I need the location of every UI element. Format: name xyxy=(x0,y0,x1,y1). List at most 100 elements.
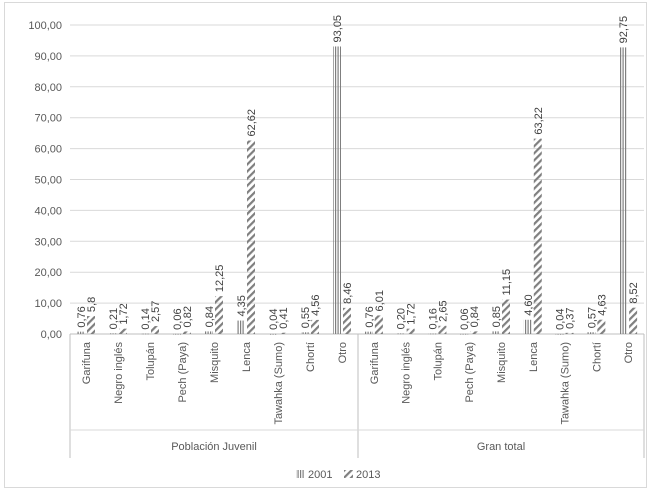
bars xyxy=(77,46,638,335)
data-label: 93,05 xyxy=(332,15,344,43)
bar-2001 xyxy=(555,333,564,335)
bar-2001 xyxy=(141,333,149,335)
x-tick-label: Chortí xyxy=(591,342,603,372)
bar-2013 xyxy=(406,328,415,334)
legend-label-2001: 2001 xyxy=(308,469,332,481)
legend-label-2013: 2013 xyxy=(356,469,380,481)
y-tick-label: 40,00 xyxy=(34,205,62,217)
y-tick-label: 80,00 xyxy=(34,82,62,94)
bar-2001 xyxy=(396,333,405,335)
data-label: 2,65 xyxy=(437,300,449,321)
y-tick-label: 30,00 xyxy=(34,236,62,248)
legend-swatch-2013 xyxy=(344,470,353,478)
data-label: 0,06 xyxy=(172,308,184,329)
data-label: 0,16 xyxy=(427,308,439,329)
data-label: 2,57 xyxy=(150,301,162,322)
x-tick-label: Garifuna xyxy=(369,341,381,384)
bar-2013 xyxy=(279,332,287,334)
data-label: 0,06 xyxy=(459,308,471,329)
bar-2013 xyxy=(533,138,542,334)
data-label: 0,84 xyxy=(469,306,481,327)
data-label: 4,60 xyxy=(523,294,535,315)
bar-2013 xyxy=(597,319,606,334)
data-label: 0,76 xyxy=(364,306,376,327)
bar-2013 xyxy=(629,307,638,334)
data-label: 0,37 xyxy=(565,307,577,328)
x-tick-label: Chortí xyxy=(305,342,317,372)
data-label: 4,63 xyxy=(596,294,608,315)
data-label: 0,21 xyxy=(108,308,120,329)
bar-2013 xyxy=(247,140,255,334)
group-label: Población Juvenil xyxy=(171,441,257,453)
data-label: 0,57 xyxy=(586,307,598,328)
x-tick-label: Pech (Paya) xyxy=(464,342,476,403)
data-label: 0,55 xyxy=(300,307,312,328)
y-tick-label: 0,00 xyxy=(41,329,62,341)
x-tick-label: Otro xyxy=(623,342,635,363)
x-tick-label: Tolupán xyxy=(432,342,444,381)
bar-2013 xyxy=(87,316,95,334)
x-tick-label: Garifuna xyxy=(81,341,93,384)
bar-2013 xyxy=(119,328,127,334)
bar-2013 xyxy=(502,299,510,334)
x-tick-label: Lenca xyxy=(528,341,540,372)
bar-2001 xyxy=(364,331,373,334)
bar-2013 xyxy=(438,325,447,334)
group-label: Gran total xyxy=(477,441,525,453)
data-labels: 0,765,80,211,72 0,142,57 0,060,82 0,8412,25… xyxy=(76,15,640,330)
y-tick-label: 60,00 xyxy=(34,144,62,156)
data-label: 0,14 xyxy=(140,308,152,329)
x-tick-label: Lenca xyxy=(241,341,253,372)
bar-2001 xyxy=(333,46,341,335)
bar-2013 xyxy=(215,296,223,334)
bar-2001 xyxy=(237,320,245,334)
data-label: 0,82 xyxy=(182,306,194,327)
data-label: 0,04 xyxy=(555,308,567,329)
bar-2001 xyxy=(587,332,596,334)
legend: 2001 2013 xyxy=(296,469,380,481)
data-label: 1,72 xyxy=(118,303,130,324)
data-label: 11,15 xyxy=(501,269,513,296)
data-label: 12,25 xyxy=(214,265,226,293)
bar-2013 xyxy=(311,319,319,334)
bar-2001 xyxy=(460,333,469,335)
data-label: 1,72 xyxy=(406,303,418,324)
bar-2013 xyxy=(565,332,574,334)
y-axis: 0,00 10,00 20,00 30,00 40,00 50,00 60,00 70,00 8… xyxy=(28,20,62,341)
data-label: 0,20 xyxy=(396,308,408,329)
x-tick-label: Pech (Paya) xyxy=(177,342,189,403)
data-label: 4,56 xyxy=(310,294,322,315)
bar-2001 xyxy=(301,332,309,334)
x-axis: Garifuna Negro inglés Tolupán Pech (Paya) Mi… xyxy=(69,334,645,458)
bar-2001 xyxy=(173,333,181,335)
y-tick-label: 50,00 xyxy=(34,175,62,187)
data-label: 0,84 xyxy=(204,306,216,327)
y-tick-label: 100,00 xyxy=(28,20,62,32)
x-tick-label: Otro xyxy=(337,342,349,363)
bar-2001 xyxy=(205,331,213,334)
bar-2013 xyxy=(374,315,383,334)
y-tick-label: 20,00 xyxy=(34,267,62,279)
bar-2013 xyxy=(151,326,159,334)
data-label: 0,85 xyxy=(491,306,503,327)
bar-2013 xyxy=(183,331,191,334)
x-tick-label: Negro inglés xyxy=(401,342,413,404)
bar-2001 xyxy=(269,333,277,335)
x-tick-label: Tawahka (Sumo) xyxy=(273,342,285,425)
data-label: 0,76 xyxy=(76,306,88,327)
data-label: 8,46 xyxy=(342,282,354,303)
x-tick-label: Misquito xyxy=(496,342,508,383)
bar-2001 xyxy=(77,331,85,334)
y-tick-label: 10,00 xyxy=(34,298,62,310)
legend-swatch-2001 xyxy=(296,470,305,478)
bar-2001 xyxy=(428,333,437,335)
bar-2001 xyxy=(492,331,500,334)
data-label: 92,75 xyxy=(618,16,630,44)
x-tick-label: Tolupán xyxy=(145,342,157,381)
data-label: 0,41 xyxy=(278,307,290,328)
data-label: 62,62 xyxy=(246,109,258,137)
data-label: 8,52 xyxy=(628,282,640,303)
bar-2013 xyxy=(470,331,479,334)
data-label: 63,22 xyxy=(533,107,545,135)
